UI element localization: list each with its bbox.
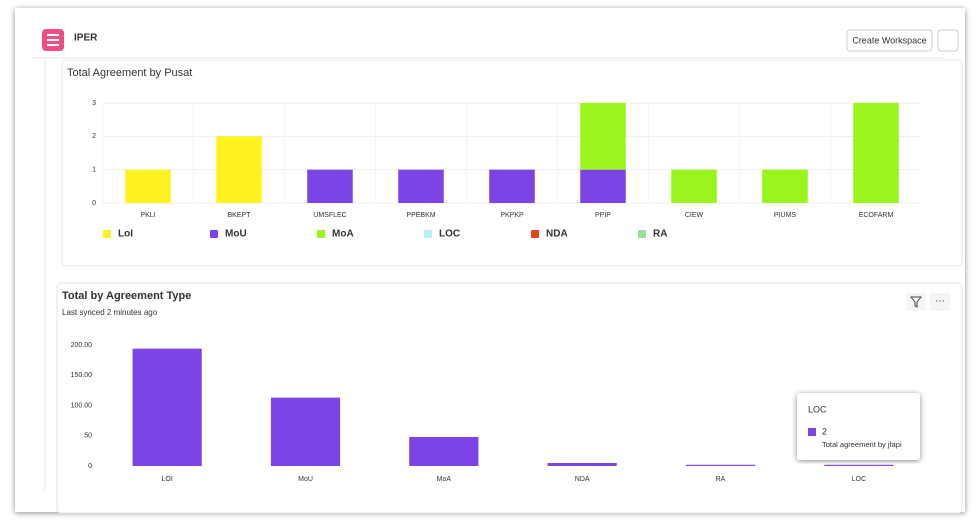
tooltip-box [797, 393, 920, 460]
card [61, 59, 963, 267]
legend-label: RA [653, 229, 667, 240]
bar-segment [307, 169, 353, 203]
y-tick-label: 2 [92, 133, 96, 140]
tooltip-value: 2 [822, 426, 827, 436]
bar-segment [853, 103, 899, 203]
y-tick-label: 200.00 [71, 342, 93, 349]
button-label: Create Workspace [852, 35, 926, 45]
y-tick-label: 3 [92, 100, 96, 107]
more-icon: ··· [935, 296, 945, 307]
legend-label: MoU [225, 229, 247, 240]
y-tick-label: 0 [88, 463, 92, 470]
bar [409, 436, 479, 466]
x-tick-label: PKLI [140, 212, 155, 219]
x-tick-label: PPIP [595, 212, 611, 219]
charts: 0 1 2 3 PKLI BKEPT UMSFLEC PPEBKM PKPKP PPIP CIEW P… [71, 100, 922, 483]
more-button[interactable] [930, 293, 950, 311]
filter-icon [909, 296, 923, 308]
y-tick-label: 0 [92, 200, 96, 207]
x-tick-label: CIEW [685, 212, 704, 219]
legend-swatch [103, 230, 111, 238]
tooltip-swatch [808, 428, 816, 436]
x-tick-label: PPEBKM [406, 212, 435, 219]
bar-segment [489, 169, 535, 203]
legend-swatch [638, 230, 646, 238]
more-button[interactable] [937, 29, 959, 52]
x-tick-label: PIUMS [774, 212, 797, 219]
x-tick-label: LOI [162, 476, 173, 483]
bar [824, 464, 894, 466]
x-tick-label: BKEPT [228, 212, 252, 219]
bar [685, 464, 756, 466]
menu-icon [47, 34, 59, 46]
bar-segment [216, 136, 262, 203]
legend-label: NDA [546, 229, 568, 240]
legend-swatch [317, 230, 325, 238]
bar-segment [580, 103, 626, 170]
bar [132, 348, 202, 466]
legend-label: LoI [118, 229, 133, 240]
bar-segment [125, 169, 171, 203]
chart-title: Total by Agreement Type [62, 290, 191, 302]
x-tick-label: RA [716, 476, 726, 483]
x-tick-label: ECOFARM [859, 212, 894, 219]
create-workspace-button[interactable] [846, 29, 933, 52]
x-tick-label: UMSFLEC [313, 212, 346, 219]
x-tick-label: NDA [575, 476, 590, 483]
tooltip-label: Total agreement by jfapi [822, 440, 902, 449]
chart-title: Total Agreement by Pusat [67, 67, 192, 79]
filter-button[interactable] [906, 293, 926, 311]
y-tick-label: 150.00 [71, 372, 93, 379]
bar-segment [580, 169, 626, 203]
bar-segment [398, 169, 444, 203]
bar [547, 462, 617, 466]
bar [270, 397, 341, 466]
chart-subtitle: Last synced 2 minutes ago [62, 308, 158, 317]
legend-label: LOC [439, 229, 460, 240]
tooltip: LOC 2 Total agreement by jfapi [797, 393, 920, 460]
x-tick-label: PKPKP [500, 212, 524, 219]
bar-segment [671, 169, 717, 203]
y-tick-label: 50 [84, 433, 92, 440]
legend-label: MoA [332, 229, 354, 240]
y-tick-label: 1 [92, 167, 96, 174]
x-tick-label: LOC [852, 476, 866, 483]
bar-segment [762, 169, 808, 203]
legend-swatch [531, 230, 539, 238]
x-tick-label: MoU [298, 476, 313, 483]
app-title: IPER [74, 33, 98, 44]
legend-swatch [210, 230, 218, 238]
legend-swatch [424, 230, 432, 238]
y-tick-label: 100.00 [71, 402, 93, 409]
x-tick-label: MoA [437, 476, 452, 483]
tooltip-title: LOC [808, 404, 827, 414]
